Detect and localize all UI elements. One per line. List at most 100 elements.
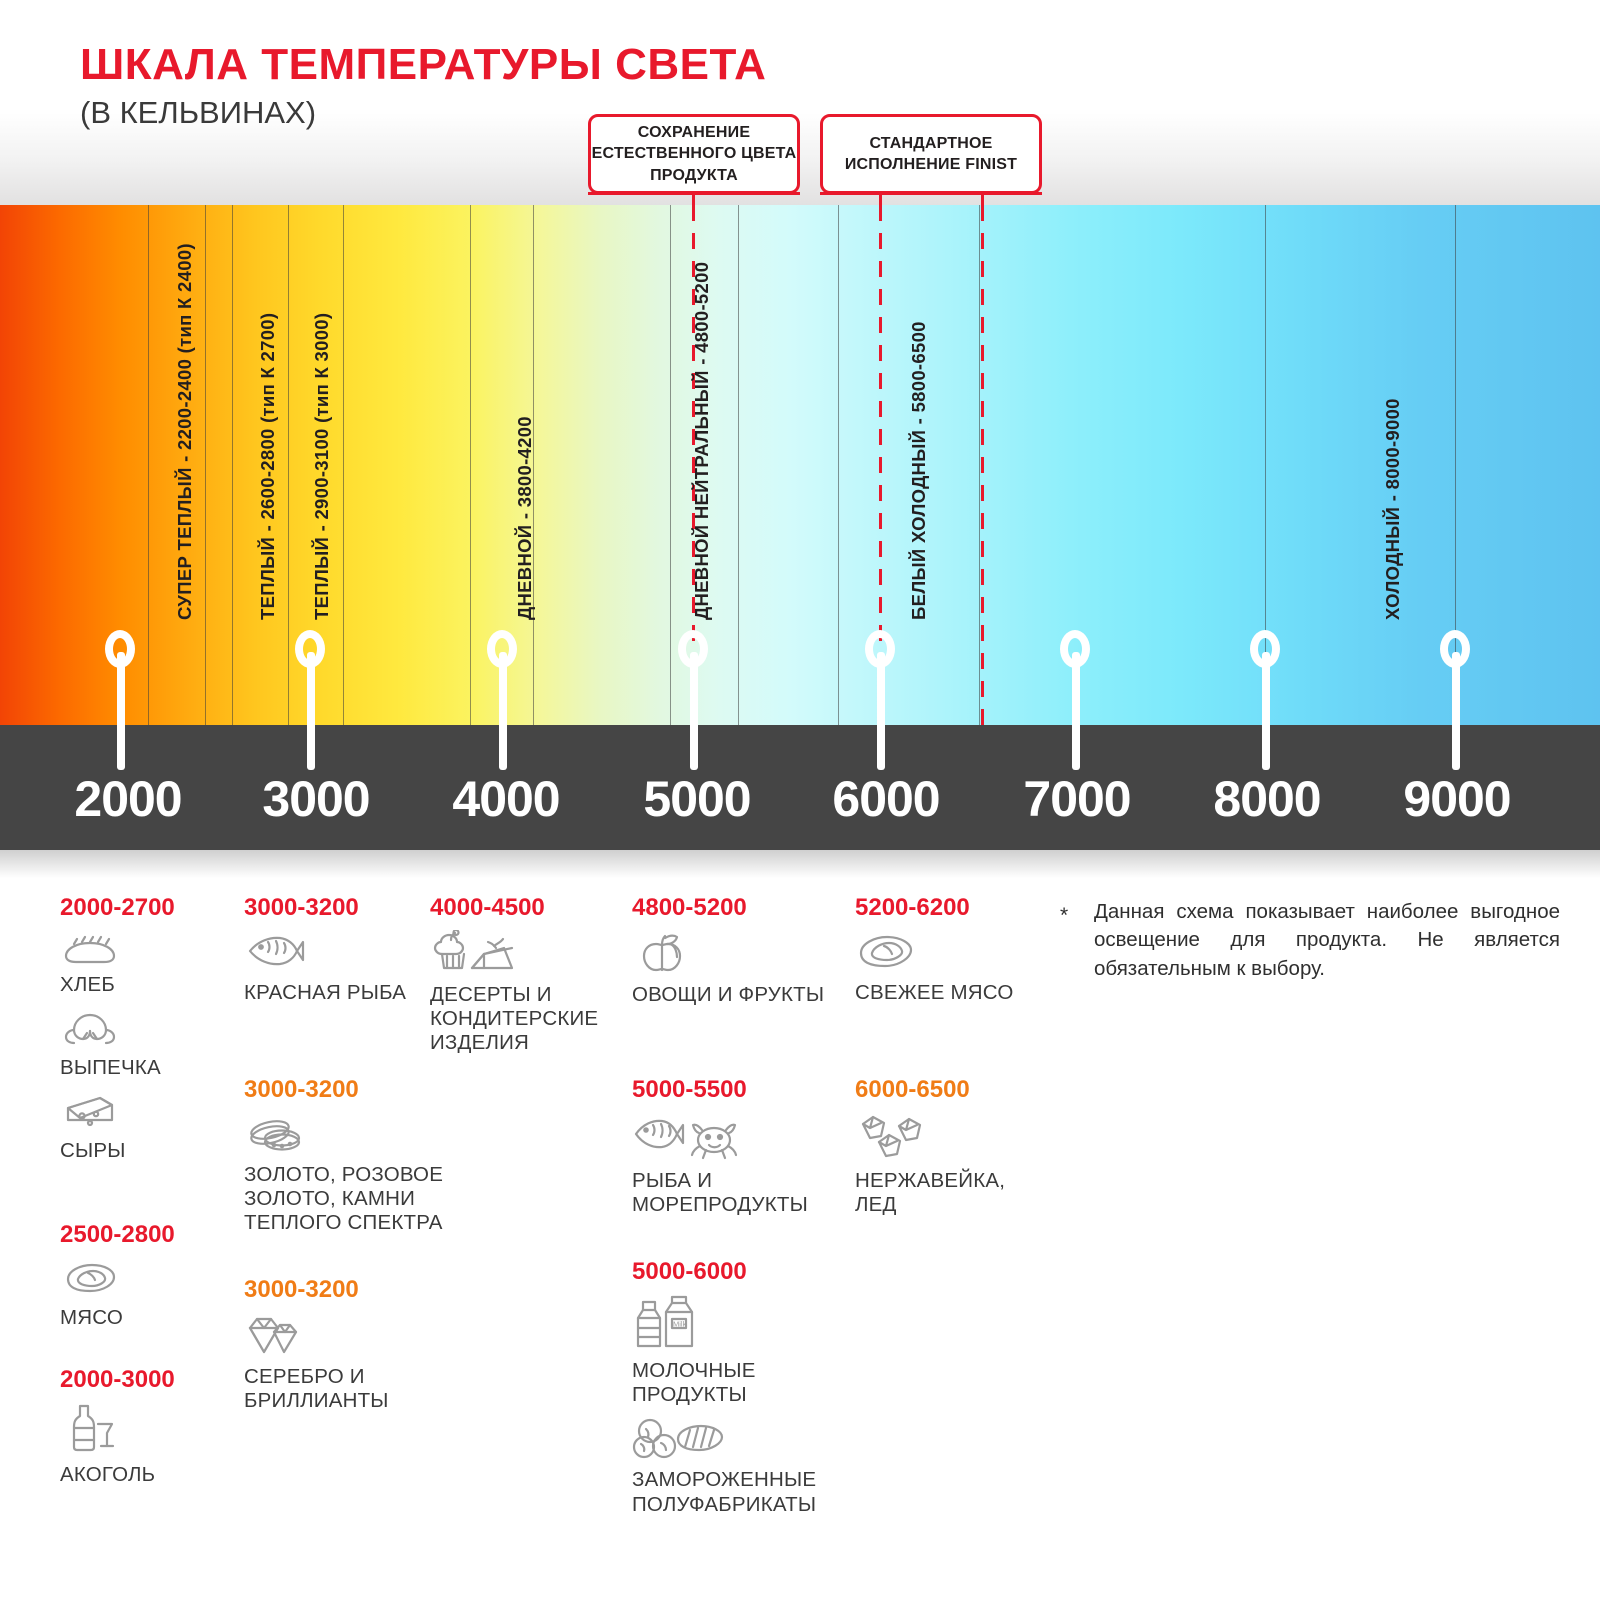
spectrum-divider <box>470 205 471 725</box>
legend-group: 5200-6200 СВЕЖЕЕ МЯСО <box>855 896 1040 1005</box>
legend-range-label: 5000-5500 <box>632 1076 747 1103</box>
legend-item: ВЫПЕЧКА <box>60 1007 235 1080</box>
legend-item: СЕРЕБРО И БРИЛЛИАНТЫ <box>244 1312 489 1413</box>
spectrum-red-dashed-line <box>692 205 695 725</box>
legend-item-label: СЕРЕБРО И БРИЛЛИАНТЫ <box>244 1365 389 1413</box>
legend-item: ЗОЛОТО, РОЗОВОЕ ЗОЛОТО, КАМНИ ТЕПЛОГО СП… <box>244 1112 489 1236</box>
scale-number: 6000 <box>832 771 940 827</box>
legend-range-label: 4800-5200 <box>632 894 747 921</box>
spectrum-band-label-daylight: ДНЕВНОЙ - 3800-4200 <box>514 416 535 620</box>
svg-text:Milk: Milk <box>673 1320 687 1329</box>
legend-item-label: КРАСНАЯ РЫБА <box>244 981 407 1004</box>
legend-item-label: ЗОЛОТО, РОЗОВОЕ ЗОЛОТО, КАМНИ ТЕПЛОГО СП… <box>244 1163 444 1235</box>
legend-item-label: АКОГОЛЬ <box>60 1463 156 1486</box>
callout-connector-bar <box>588 192 800 195</box>
steak-icon <box>60 1257 235 1302</box>
marker-stem <box>877 652 885 770</box>
scale-number: 9000 <box>1403 771 1511 827</box>
legend-item: АКОГОЛЬ <box>60 1402 235 1487</box>
legend-item: ЗАМОРОЖЕННЫЕ ПОЛУФАБРИКАТЫ <box>632 1417 847 1516</box>
callout-connector-line <box>692 194 695 208</box>
legend-group: 5000-5500 РЫБА И МОРЕПРОДУКТЫ <box>632 1078 847 1217</box>
callout-connector-line <box>879 194 882 208</box>
scale-number: 3000 <box>262 771 370 827</box>
scale-number: 4000 <box>452 771 560 827</box>
legend-range-label: 3000-3200 <box>244 894 359 921</box>
seafood-icon <box>632 1112 847 1165</box>
legend-range-label: 2000-2700 <box>60 894 175 921</box>
scale-bar-shadow <box>0 850 1600 878</box>
legend-item-label: СВЕЖЕЕ МЯСО <box>855 981 1014 1004</box>
legend-item-label: РЫБА И МОРЕПРОДУКТЫ <box>632 1169 808 1217</box>
marker-stem <box>1452 652 1460 770</box>
spectrum-band-label-super-warm: СУПЕР ТЕПЛЫЙ - 2200-2400 (тип К 2400) <box>174 243 195 620</box>
spectrum-red-dashed-line <box>981 205 984 725</box>
spectrum-divider <box>533 205 534 725</box>
legend-item: ДЕСЕРТЫ И КОНДИТЕРСКИЕ ИЗДЕЛИЯ <box>430 928 630 1056</box>
marker-stem <box>117 652 125 770</box>
legend-item-label: ОВОЩИ И ФРУКТЫ <box>632 983 825 1006</box>
rings-icon <box>244 1112 489 1159</box>
scale-bar <box>0 725 1600 850</box>
spectrum-divider <box>343 205 344 725</box>
frozen-icon <box>632 1417 847 1464</box>
legend-range-label: 2500-2800 <box>60 1221 175 1248</box>
page-title: ШКАЛА ТЕМПЕРАТУРЫ СВЕТА <box>80 40 767 89</box>
spectrum-band-label-white-cold: БЕЛЫЙ ХОЛОДНЫЙ - 5800-6500 <box>908 321 929 620</box>
spectrum-divider <box>288 205 289 725</box>
legend-group: 2000-3000 АКОГОЛЬ <box>60 1368 235 1487</box>
scale-number: 5000 <box>643 771 751 827</box>
legend-range-label: 3000-3200 <box>244 1276 359 1303</box>
legend-item: НЕРЖАВЕЙКА, ЛЕД <box>855 1112 1040 1217</box>
legend-group: 3000-3200 СЕРЕБРО И БРИЛЛИАНТЫ <box>244 1278 489 1413</box>
fresh-meat-icon <box>855 930 1040 977</box>
legend-group: 4000-4500 ДЕСЕРТЫ И КОНДИТЕРСКИЕ ИЗДЕЛИЯ <box>430 896 630 1056</box>
header: ШКАЛА ТЕМПЕРАТУРЫ СВЕТА (В КЕЛЬВИНАХ) <box>0 0 1600 205</box>
fish-icon <box>244 930 489 977</box>
legend-item-label: ВЫПЕЧКА <box>60 1056 161 1080</box>
spectrum-divider <box>1455 205 1456 725</box>
legend-item-label: МЯСО <box>60 1306 123 1329</box>
scale-number: 2000 <box>74 771 182 827</box>
spectrum-divider <box>1265 205 1266 725</box>
legend-group: 6000-6500 НЕРЖАВЕЙКА, ЛЕД <box>855 1078 1040 1217</box>
marker-stem <box>690 652 698 770</box>
legend-item: ХЛЕБ <box>60 930 235 997</box>
marker-stem <box>307 652 315 770</box>
legend-item: Milk МОЛОЧНЫЕ ПРОДУКТЫ <box>632 1294 847 1407</box>
legend-range-label: 6000-6500 <box>855 1076 970 1103</box>
legend-item: СВЕЖЕЕ МЯСО <box>855 930 1040 1005</box>
legend-range-label: 5200-6200 <box>855 894 970 921</box>
legend-item: МЯСО <box>60 1257 235 1330</box>
spectrum-band-label-cold: ХОЛОДНЫЙ - 8000-9000 <box>1382 398 1403 620</box>
milk-icon: Milk <box>632 1294 847 1355</box>
spectrum-gradient-bar: СУПЕР ТЕПЛЫЙ - 2200-2400 (тип К 2400) ТЕП… <box>0 205 1600 725</box>
spectrum-band-label-warm-3000: ТЕПЛЫЙ - 2900-3100 (тип К 3000) <box>311 312 332 620</box>
callout-connector-bar <box>820 192 1042 195</box>
callout-standard-finist: СТАНДАРТНОЕ ИСПОЛНЕНИЕ FINIST <box>820 114 1042 194</box>
legend-range-label: 5000-6000 <box>632 1258 747 1285</box>
legend-group: 2000-2700 ХЛЕБ ВЫПЕЧКА СЫРЫ <box>60 896 235 1164</box>
alcohol-icon <box>60 1402 235 1459</box>
legend-item-label: МОЛОЧНЫЕ ПРОДУКТЫ <box>632 1359 756 1407</box>
diamond-icon <box>244 1312 489 1361</box>
marker-stem <box>1262 652 1270 770</box>
spectrum-divider <box>979 205 980 725</box>
spectrum-band-label-warm-2700: ТЕПЛЫЙ - 2600-2800 (тип К 2700) <box>257 312 278 620</box>
scale-number: 8000 <box>1213 771 1321 827</box>
legend-item: КРАСНАЯ РЫБА <box>244 930 489 1005</box>
spectrum-divider <box>738 205 739 725</box>
marker-stem <box>499 652 507 770</box>
legend-item-label: ЗАМОРОЖЕННЫЕ ПОЛУФАБРИКАТЫ <box>632 1468 817 1516</box>
legend-group: 4800-5200 ОВОЩИ И ФРУКТЫ <box>632 896 847 1007</box>
legend-group: 3000-3200 КРАСНАЯ РЫБА <box>244 896 489 1005</box>
scale-number: 7000 <box>1023 771 1131 827</box>
callout-natural-color: СОХРАНЕНИЕ ЕСТЕСТВЕННОГО ЦВЕТА ПРОДУКТА <box>588 114 800 194</box>
legend-item: РЫБА И МОРЕПРОДУКТЫ <box>632 1112 847 1217</box>
bread-icon <box>60 930 235 969</box>
legend-group: 3000-3200 ЗОЛОТО, РОЗОВОЕ ЗОЛОТО, КАМНИ Т… <box>244 1078 489 1236</box>
legend-group: 5000-6000 Milk МОЛОЧНЫЕ ПРОДУКТЫ ЗАМОРОЖЕНН… <box>632 1260 847 1517</box>
spectrum-divider <box>838 205 839 725</box>
legend-range-label: 4000-4500 <box>430 894 545 921</box>
spectrum-divider <box>670 205 671 725</box>
